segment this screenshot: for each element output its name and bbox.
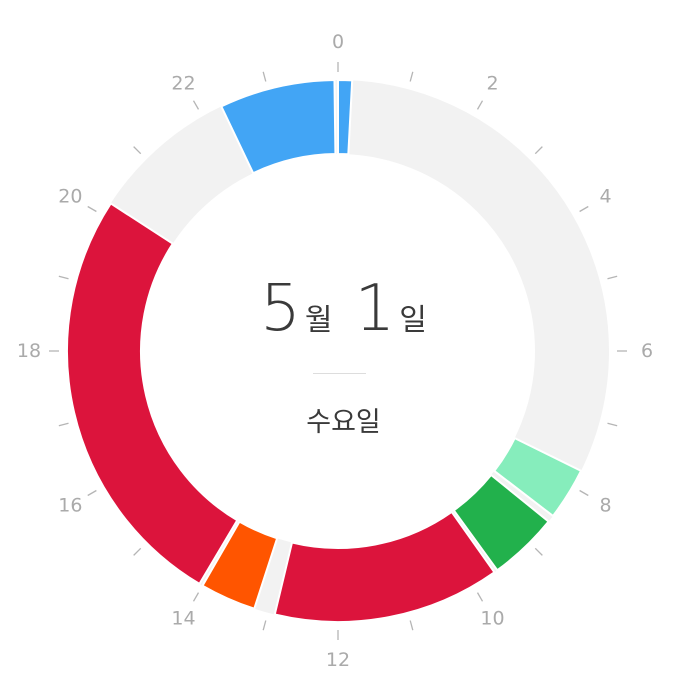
divider <box>313 373 366 374</box>
month-number: 5 <box>260 272 301 346</box>
hour-tick-10 <box>476 592 484 602</box>
hour-tick-22 <box>192 100 200 110</box>
hour-tick-11 <box>409 620 414 631</box>
segment-2[interactable] <box>452 473 551 572</box>
hour-tick-23 <box>262 71 267 82</box>
hour-tick-20 <box>87 205 97 213</box>
hour-label-22: 22 <box>171 72 195 94</box>
segment-3[interactable] <box>273 510 496 623</box>
hour-tick-14 <box>192 592 200 602</box>
segment-6[interactable] <box>219 79 337 175</box>
month-unit: 월 <box>304 303 333 338</box>
hour-tick-4 <box>579 205 589 213</box>
hour-label-16: 16 <box>58 495 82 517</box>
hour-label-10: 10 <box>480 608 504 630</box>
hour-tick-2 <box>476 100 484 110</box>
segment-4[interactable] <box>201 520 279 610</box>
hour-tick-5 <box>607 275 618 280</box>
hour-labels: 0 2 4 6 8 10 12 14 16 18 20 22 <box>17 31 653 671</box>
segment-5[interactable] <box>66 202 239 586</box>
hour-tick-1 <box>409 71 414 82</box>
hour-tick-13 <box>262 620 267 631</box>
hour-label-14: 14 <box>171 608 195 630</box>
hour-ticks <box>49 62 627 640</box>
day-unit: 일 <box>399 303 427 338</box>
hour-label-0: 0 <box>332 31 344 53</box>
hour-tick-9 <box>534 547 543 556</box>
hour-label-20: 20 <box>58 186 82 208</box>
activity-segments <box>66 78 583 623</box>
hour-label-2: 2 <box>486 72 498 94</box>
hour-tick-3 <box>534 146 543 155</box>
hour-tick-21 <box>133 146 142 155</box>
hour-tick-15 <box>133 547 142 556</box>
hour-label-18: 18 <box>17 340 41 362</box>
hour-tick-16 <box>87 489 97 497</box>
hour-tick-7 <box>607 422 618 427</box>
segment-0[interactable] <box>337 78 354 156</box>
hour-tick-19 <box>58 275 69 280</box>
weekday-label: 수요일 <box>306 407 381 438</box>
hour-label-12: 12 <box>326 649 350 671</box>
hour-label-4: 4 <box>600 186 612 208</box>
day-number: 1 <box>354 272 396 346</box>
hour-tick-17 <box>58 422 69 427</box>
hour-label-6: 6 <box>641 340 653 362</box>
segment-1[interactable] <box>492 436 583 518</box>
hour-label-8: 8 <box>600 495 612 517</box>
hour-tick-8 <box>579 489 589 497</box>
